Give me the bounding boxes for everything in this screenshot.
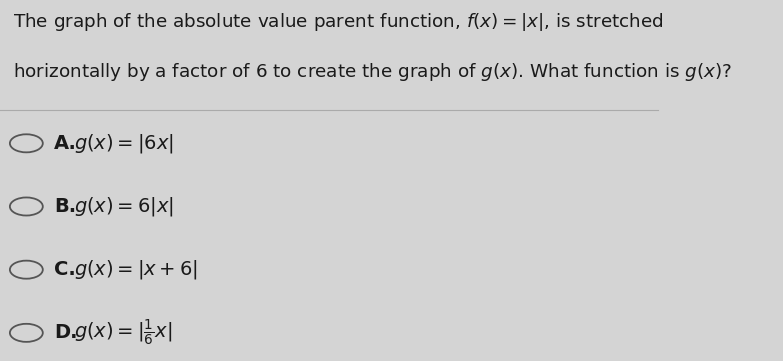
- Text: C.: C.: [54, 260, 76, 279]
- Text: B.: B.: [54, 197, 76, 216]
- Text: D.: D.: [54, 323, 78, 342]
- Text: $g(x) = |x + 6|$: $g(x) = |x + 6|$: [74, 258, 197, 281]
- Text: $g(x) = |6x|$: $g(x) = |6x|$: [74, 132, 174, 155]
- Text: horizontally by a factor of 6 to create the graph of $g(x)$. What function is $g: horizontally by a factor of 6 to create …: [13, 61, 732, 83]
- Text: A.: A.: [54, 134, 77, 153]
- Text: $g(x) = |\frac{1}{6}x|$: $g(x) = |\frac{1}{6}x|$: [74, 318, 172, 348]
- Text: The graph of the absolute value parent function, $f(x) = |x|$, is stretched: The graph of the absolute value parent f…: [13, 11, 664, 33]
- Text: $g(x) = 6|x|$: $g(x) = 6|x|$: [74, 195, 174, 218]
